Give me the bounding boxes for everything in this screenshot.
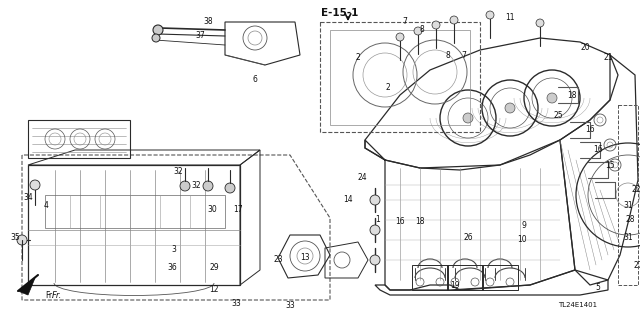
Text: E-15-1: E-15-1	[321, 8, 358, 18]
Circle shape	[152, 34, 160, 42]
Text: 24: 24	[357, 174, 367, 182]
Text: 32: 32	[191, 181, 201, 189]
Circle shape	[180, 181, 190, 191]
Text: 38: 38	[203, 18, 213, 26]
Circle shape	[225, 183, 235, 193]
Text: 22: 22	[631, 186, 640, 195]
Circle shape	[153, 25, 163, 35]
Circle shape	[370, 225, 380, 235]
Text: 13: 13	[300, 254, 310, 263]
Text: 28: 28	[625, 216, 635, 225]
Circle shape	[536, 19, 544, 27]
Text: 6: 6	[253, 76, 257, 85]
Text: 2: 2	[386, 84, 390, 93]
Circle shape	[486, 11, 494, 19]
Circle shape	[414, 27, 422, 35]
Text: 16: 16	[593, 145, 603, 154]
Text: 4: 4	[44, 201, 49, 210]
Circle shape	[547, 93, 557, 103]
Text: 12: 12	[209, 286, 219, 294]
Text: 19: 19	[450, 280, 460, 290]
Text: 35: 35	[10, 233, 20, 241]
Text: 7: 7	[403, 18, 408, 26]
Text: 31: 31	[623, 201, 633, 210]
Text: 8: 8	[445, 50, 451, 60]
Text: 2: 2	[356, 54, 360, 63]
Text: 33: 33	[285, 300, 295, 309]
Text: 32: 32	[173, 167, 183, 176]
Text: 8: 8	[420, 26, 424, 34]
Text: 16: 16	[585, 125, 595, 135]
Text: Fr.: Fr.	[52, 291, 62, 300]
Text: 3: 3	[172, 246, 177, 255]
Text: 34: 34	[23, 194, 33, 203]
Text: 5: 5	[596, 283, 600, 292]
Text: 14: 14	[343, 196, 353, 204]
Text: 31: 31	[623, 234, 633, 242]
Circle shape	[370, 195, 380, 205]
Text: 30: 30	[207, 205, 217, 214]
Circle shape	[30, 180, 40, 190]
Text: 7: 7	[461, 50, 467, 60]
Text: 18: 18	[567, 91, 577, 100]
Text: 15: 15	[605, 160, 615, 169]
Text: 26: 26	[463, 234, 473, 242]
Text: 10: 10	[517, 235, 527, 244]
Circle shape	[450, 16, 458, 24]
Text: 16: 16	[395, 218, 405, 226]
Text: 21: 21	[604, 54, 612, 63]
Circle shape	[505, 103, 515, 113]
Circle shape	[203, 181, 213, 191]
Text: 33: 33	[231, 299, 241, 308]
Text: 20: 20	[580, 43, 590, 53]
Text: 23: 23	[273, 256, 283, 264]
Text: 18: 18	[415, 218, 425, 226]
Text: 29: 29	[209, 263, 219, 272]
Circle shape	[396, 33, 404, 41]
Text: Fr.: Fr.	[45, 292, 54, 300]
Text: TL24E1401: TL24E1401	[559, 302, 598, 308]
Text: 37: 37	[195, 31, 205, 40]
Circle shape	[432, 21, 440, 29]
Text: 11: 11	[505, 13, 515, 23]
Text: 36: 36	[167, 263, 177, 272]
Circle shape	[17, 235, 27, 245]
Circle shape	[370, 255, 380, 265]
Text: 27: 27	[633, 261, 640, 270]
Text: 9: 9	[522, 220, 527, 229]
Polygon shape	[18, 278, 35, 295]
Text: 1: 1	[376, 216, 380, 225]
Text: 17: 17	[233, 205, 243, 214]
Text: 25: 25	[553, 110, 563, 120]
Circle shape	[463, 113, 473, 123]
